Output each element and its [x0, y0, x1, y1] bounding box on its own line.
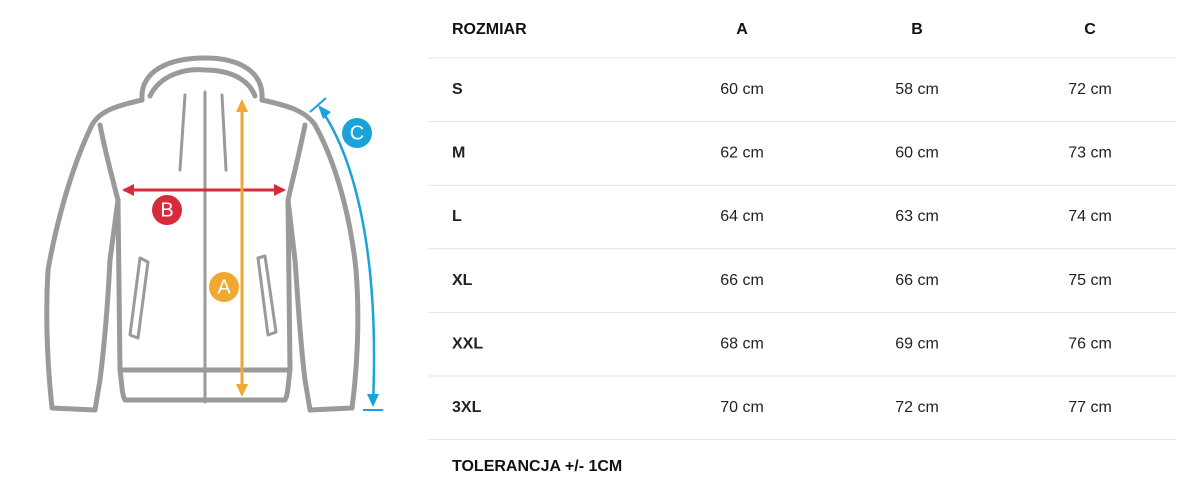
measure-cell: 66 cm	[895, 272, 939, 289]
measure-cell: 60 cm	[895, 145, 939, 162]
label-c: C	[350, 122, 364, 144]
measure-cell: 68 cm	[720, 335, 764, 352]
tolerance-note: TOLERANCJA +/- 1CM	[452, 458, 622, 475]
measure-a: A	[209, 99, 248, 397]
measure-cell: 66 cm	[720, 272, 764, 289]
measure-cell: 74 cm	[1068, 208, 1112, 225]
measure-b: B	[122, 184, 286, 225]
arrow-c	[318, 107, 376, 405]
measure-cell: 73 cm	[1068, 145, 1112, 162]
hoodie-illustration	[44, 55, 361, 413]
measure-cell: 63 cm	[895, 208, 939, 225]
size-cell: XXL	[452, 335, 483, 352]
size-cell: M	[452, 145, 465, 162]
header-cell: B	[911, 21, 923, 38]
badge-c	[342, 118, 372, 148]
measure-cell: 62 cm	[720, 145, 764, 162]
size-cell: S	[452, 81, 463, 98]
measure-cell: 76 cm	[1068, 335, 1112, 352]
measure-cell: 64 cm	[720, 208, 764, 225]
label-b: B	[160, 199, 173, 221]
header-cell: A	[736, 21, 748, 38]
badge-a	[209, 272, 239, 302]
measure-cell: 77 cm	[1068, 399, 1112, 416]
measure-c: C	[309, 97, 383, 411]
measure-cell: 72 cm	[895, 399, 939, 416]
header-cell: ROZMIAR	[452, 21, 527, 38]
measure-cell: 69 cm	[895, 335, 939, 352]
measure-cell: 60 cm	[720, 81, 764, 98]
header-cell: C	[1084, 21, 1096, 38]
measure-cell: 72 cm	[1068, 81, 1112, 98]
measure-cell: 75 cm	[1068, 272, 1112, 289]
size-table: ROZMIAR A B C S 60 cm 58 cm 72 cm M 62 cm 60 cm 73 …	[428, 21, 1176, 441]
measure-cell: 58 cm	[895, 81, 939, 98]
badge-b	[152, 195, 182, 225]
size-cell: L	[452, 208, 462, 225]
size-cell: 3XL	[452, 399, 482, 416]
label-a: A	[217, 276, 231, 298]
size-cell: XL	[452, 272, 473, 289]
measure-cell: 70 cm	[720, 399, 764, 416]
